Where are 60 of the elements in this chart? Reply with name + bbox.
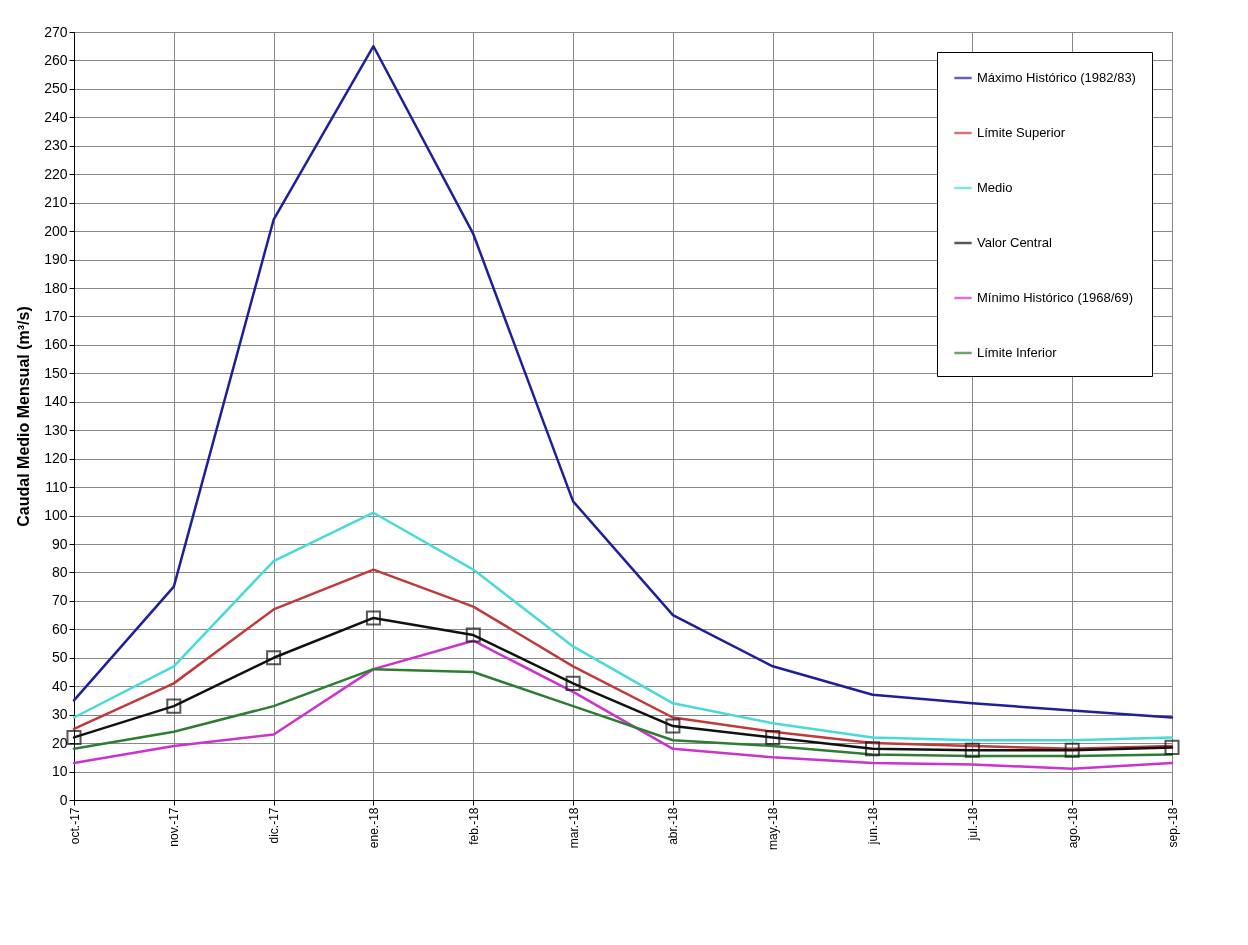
y-tick-label: 30 <box>51 706 68 723</box>
y-tick-label: 210 <box>44 194 68 211</box>
y-tick-label: 120 <box>44 450 68 467</box>
point <box>665 718 681 734</box>
y-tick-label: 20 <box>51 734 68 751</box>
y-tick-label: 270 <box>44 23 68 40</box>
y-tick-label: 160 <box>44 336 68 353</box>
legend-label: Valor Central <box>977 235 1053 250</box>
point <box>1064 742 1080 758</box>
y-tick-label: 100 <box>44 507 68 524</box>
x-tick-label: abr.-18 <box>666 807 681 845</box>
legend-label: Mínimo Histórico (1968/69) <box>977 290 1134 305</box>
point <box>865 741 881 757</box>
y-tick-label: 0 <box>59 791 68 808</box>
point <box>964 742 980 758</box>
y-tick-label: 70 <box>51 592 68 609</box>
legend-label: Medio <box>977 180 1013 195</box>
legend-label: Límite Superior <box>977 125 1066 140</box>
legend-label: Límite Inferior <box>977 345 1058 360</box>
x-tick-label: feb.-18 <box>466 807 481 845</box>
y-tick-label: 240 <box>44 108 68 125</box>
y-tick-label: 190 <box>44 251 68 268</box>
y-tick-label: 260 <box>44 51 68 68</box>
point <box>465 627 481 643</box>
y-tick-label: 170 <box>44 307 68 324</box>
legend-label: Máximo Histórico (1982/83) <box>977 70 1136 85</box>
line-series <box>72 44 1174 719</box>
y-tick-label: 230 <box>44 137 68 154</box>
x-tick-label: jul.-18 <box>965 807 980 842</box>
y-axis-title: Caudal Medio Mensual (m³/s) <box>15 306 33 527</box>
y-tick-label: 180 <box>44 279 68 296</box>
y-tick-label: 220 <box>44 165 68 182</box>
point <box>66 729 82 745</box>
y-tick-label: 140 <box>44 393 68 410</box>
y-tick-label: 110 <box>45 478 68 495</box>
point <box>565 675 581 691</box>
y-tick-label: 10 <box>51 763 68 780</box>
x-tick-label: nov.-17 <box>167 807 182 847</box>
y-tick-label: 40 <box>51 677 68 694</box>
x-tick-label: sep.-18 <box>1165 807 1180 848</box>
x-tick-label: dic.-17 <box>267 807 282 844</box>
point <box>765 729 781 745</box>
y-tick-label: 200 <box>44 222 68 239</box>
y-tick-label: 250 <box>44 80 68 97</box>
y-tick-label: 80 <box>51 563 68 580</box>
point <box>365 610 381 626</box>
x-tick-label: may.-18 <box>766 807 781 850</box>
x-tick-label: jun.-18 <box>866 807 881 846</box>
y-tick-label: 60 <box>51 620 68 637</box>
y-tick-label: 150 <box>44 364 68 381</box>
x-tick-label: mar.-18 <box>566 807 581 849</box>
point <box>266 650 282 666</box>
x-tick-label: ago.-18 <box>1065 807 1080 849</box>
x-tick-label: ene.-18 <box>366 807 381 849</box>
x-tick-label: oct.-17 <box>67 807 82 845</box>
y-tick-label: 50 <box>51 649 68 666</box>
point <box>1164 739 1180 755</box>
y-tick-label: 130 <box>44 421 68 438</box>
y-tick-label: 90 <box>51 535 68 552</box>
point <box>166 698 182 714</box>
